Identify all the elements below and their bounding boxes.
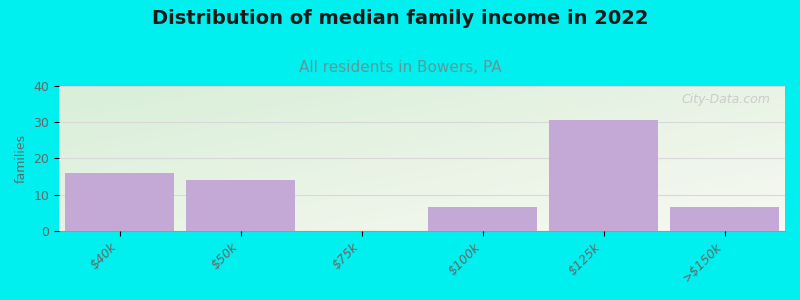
Text: Distribution of median family income in 2022: Distribution of median family income in … — [152, 9, 648, 28]
Text: City-Data.com: City-Data.com — [682, 93, 770, 106]
Bar — [428, 207, 537, 231]
Bar — [186, 180, 295, 231]
Bar — [66, 173, 174, 231]
Text: All residents in Bowers, PA: All residents in Bowers, PA — [298, 60, 502, 75]
Y-axis label: families: families — [15, 134, 28, 183]
Bar — [549, 120, 658, 231]
Bar — [670, 207, 779, 231]
